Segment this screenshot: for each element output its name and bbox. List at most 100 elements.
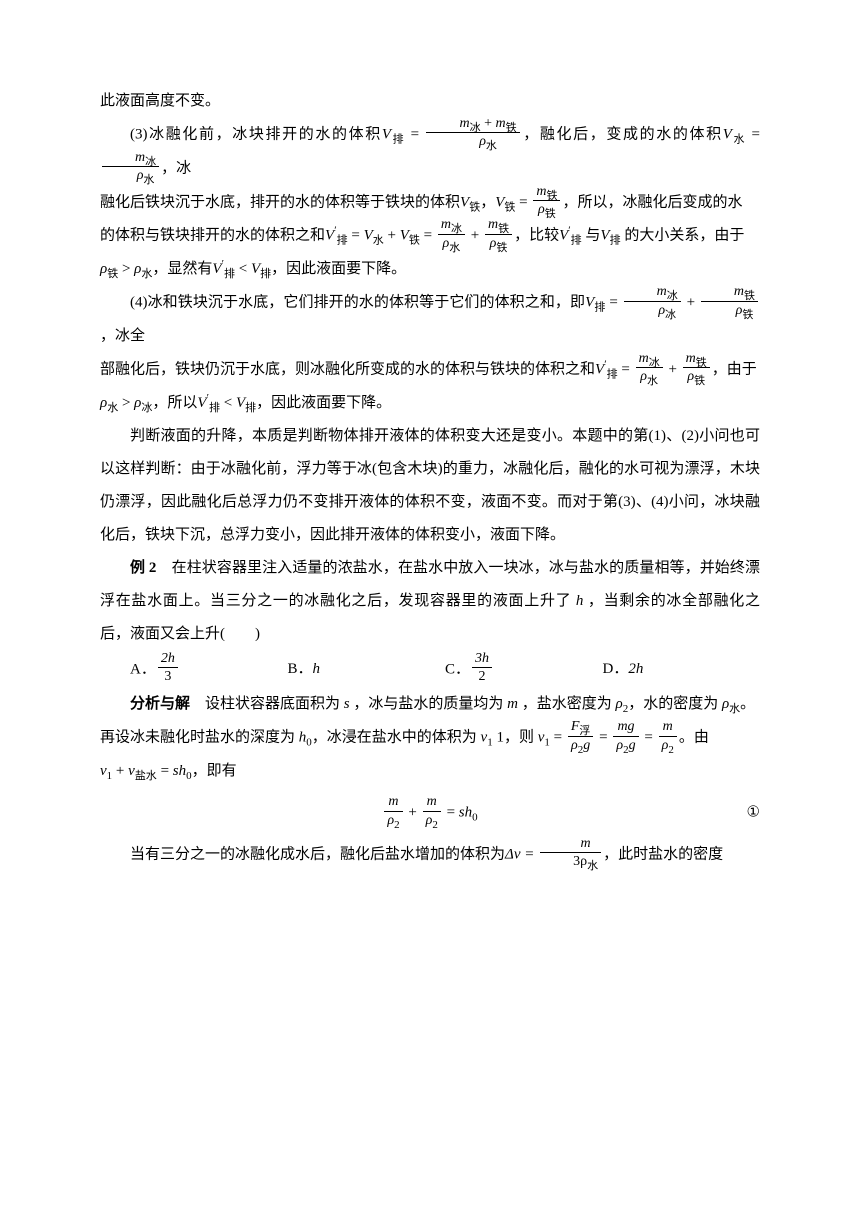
sub: 铁 <box>469 201 480 213</box>
sub: 盐水 <box>135 770 157 782</box>
paragraph-8: 判断液面的升降，本质是判断物体排开液体的体积变大还是变小。本题中的第(1)、(2… <box>100 420 760 552</box>
var: V <box>600 228 609 244</box>
paragraph-7: ρ水 > ρ冰，所以V′排 < V排，因此液面要下降。 <box>100 387 760 420</box>
var: V <box>559 228 568 244</box>
m: m <box>639 351 649 366</box>
eq: = <box>443 805 459 821</box>
text: ，因此液面要下降。 <box>271 261 406 277</box>
lt: < <box>220 395 236 411</box>
text: (4)冰和铁块沉于水底，它们排开的水的体积等于它们的体积之和，即 <box>130 294 585 310</box>
var: V <box>585 294 594 310</box>
sub: 2 <box>432 818 438 830</box>
m: m <box>488 217 498 232</box>
choice-a: A．2h3 <box>130 653 288 687</box>
text: 部融化后，铁块仍沉于水底，则冰融化所变成的水的体积与铁块的体积之和 <box>100 361 595 377</box>
fraction: m铁ρ铁 <box>701 284 758 318</box>
gt: > <box>118 261 134 277</box>
eq: = <box>746 126 760 142</box>
text: ，冰 <box>161 160 191 176</box>
rho: ρ <box>718 696 729 712</box>
sub: 2 <box>394 818 400 830</box>
var: V <box>236 395 245 411</box>
paragraph-5: (4)冰和铁块沉于水底，它们排开的水的体积等于它们的体积之和，即V排 = m冰ρ… <box>100 286 760 353</box>
text: 与 <box>582 228 601 244</box>
text: 融化后铁块沉于水底，排开的水的体积等于铁块的体积 <box>100 194 460 210</box>
m: m <box>581 836 591 851</box>
sub: 水 <box>587 860 598 872</box>
val: 2h <box>628 661 643 677</box>
var: V <box>595 361 604 377</box>
equation-1: mρ2 + mρ2 = sh0 ① <box>100 796 760 830</box>
rho: ρ <box>538 202 545 217</box>
fraction: m冰ρ冰 <box>624 284 681 318</box>
text: ， <box>480 194 495 210</box>
choice-label: D． <box>603 661 629 677</box>
sub: 铁 <box>744 290 755 302</box>
var-h: h <box>571 593 587 609</box>
delta-v: Δv = <box>505 846 538 862</box>
analysis: 分析与解 设柱状容器底面积为 s ，冰与盐水的质量均为 m ，盐水密度为 ρ2，… <box>100 688 760 721</box>
sub: 水 <box>107 402 118 414</box>
sub: 排 <box>610 235 621 247</box>
text: ，所以，冰融化后变成的水 <box>562 194 742 210</box>
var-h0: h <box>295 730 306 746</box>
text: ，冰全 <box>100 328 145 344</box>
sub: 排 <box>209 402 220 414</box>
rho: ρ <box>571 738 578 753</box>
mg: mg <box>617 719 634 734</box>
sub: 水 <box>729 703 740 715</box>
eq: = <box>157 763 173 779</box>
m: m <box>686 351 696 366</box>
fraction: 2h3 <box>158 651 178 685</box>
sub: 冰 <box>451 223 462 235</box>
m: m <box>459 116 469 131</box>
sub: 排 <box>607 368 618 380</box>
plus: + <box>112 763 128 779</box>
var: V <box>364 228 373 244</box>
choice-row: A．2h3 B．h C．3h2 D．2h <box>100 653 760 687</box>
text: 1，则 <box>493 730 534 746</box>
den: 3ρ <box>573 854 587 869</box>
paragraph-9: 再设冰未融化时盐水的深度为 h0，冰浸在盐水中的体积为 v1 1，则 v1 = … <box>100 721 760 755</box>
eq: = <box>550 730 566 746</box>
var: v <box>128 763 135 779</box>
text: ，冰浸在盐水中的体积为 <box>312 730 477 746</box>
var-v: V <box>382 126 391 142</box>
lt: < <box>235 261 251 277</box>
paragraph-0: 此液面高度不变。 <box>100 85 760 118</box>
num: 2h <box>161 651 175 666</box>
example-label: 例 2 <box>130 560 156 576</box>
choice-label: A． <box>130 661 156 677</box>
text: ，比较 <box>514 228 559 244</box>
equation-number: ① <box>747 797 760 830</box>
sub: 铁 <box>546 189 557 201</box>
example-2: 例 2 在柱状容器里注入适量的浓盐水，在盐水中放入一块冰，冰与盐水的质量相等，并… <box>100 552 760 651</box>
fraction: mρ2 <box>423 794 441 828</box>
sub: 排 <box>391 133 405 145</box>
m: m <box>427 794 437 809</box>
fraction: F浮ρ2g <box>568 719 594 753</box>
text: 再设冰未融化时盐水的深度为 <box>100 730 295 746</box>
text: 的体积与铁块排开的水的体积之和 <box>100 228 325 244</box>
text: ，盐水密度为 <box>522 696 612 712</box>
eq: = <box>515 194 531 210</box>
fraction: 3h2 <box>472 651 492 685</box>
rho: ρ <box>640 369 647 384</box>
m: m <box>734 284 744 299</box>
sub: 铁 <box>742 308 753 320</box>
text: (3)冰融化前，冰块排开的水的体积 <box>130 126 382 142</box>
text: ，显然有 <box>152 261 212 277</box>
sub: 水 <box>449 242 460 254</box>
fraction: m铁ρ铁 <box>533 184 560 218</box>
m: m <box>388 794 398 809</box>
paragraph-10: v1 + v盐水 = sh0，即有 <box>100 755 760 788</box>
sub: 冰 <box>667 290 678 302</box>
den: 2 <box>472 668 492 684</box>
fraction: m铁ρ铁 <box>683 351 710 385</box>
var-v: V <box>723 126 732 142</box>
paragraph-4: ρ铁 > ρ水，显然有V′排 < V排，因此液面要下降。 <box>100 253 760 286</box>
text: 设柱状容器底面积为 <box>190 696 340 712</box>
paragraph-11: 当有三分之一的冰融化成水后，融化后盐水增加的体积为Δv = m3ρ水，此时盐水的… <box>100 838 760 872</box>
rho: ρ <box>479 134 486 149</box>
text: 此液面高度不变。 <box>100 93 220 109</box>
